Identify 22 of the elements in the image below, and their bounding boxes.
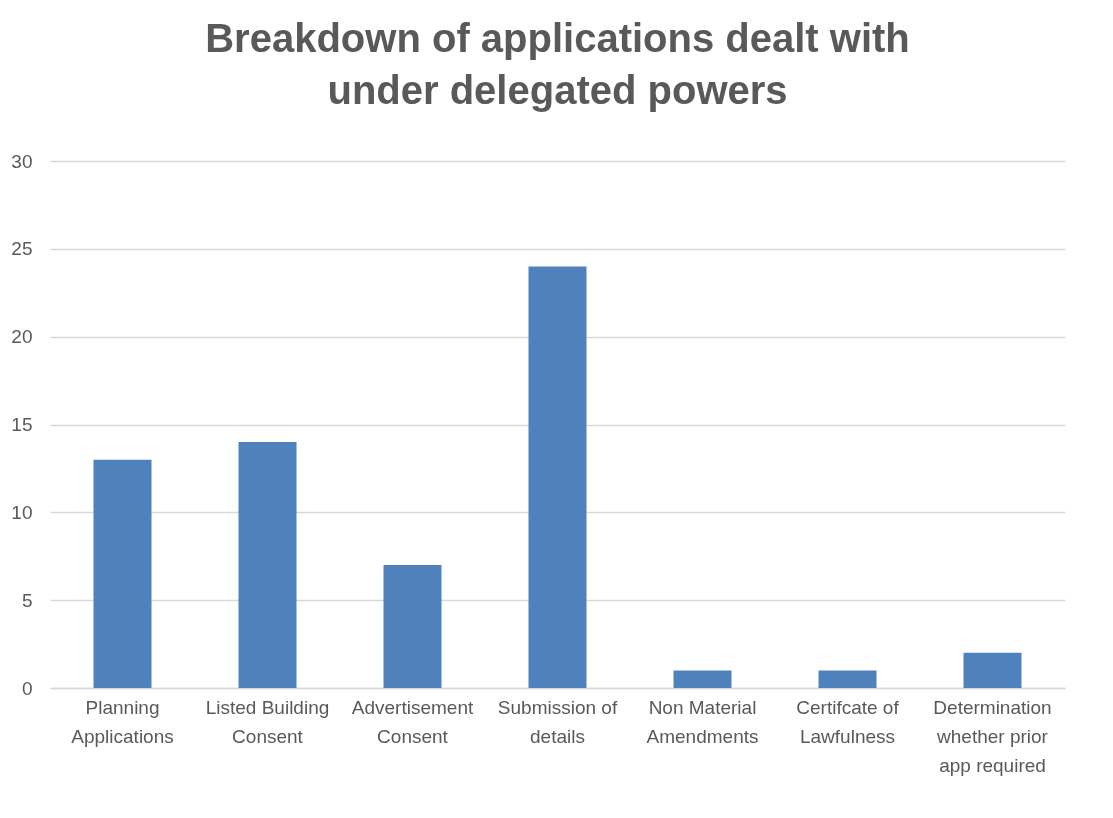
- bar: [963, 652, 1022, 688]
- bar: [818, 670, 877, 688]
- y-tick-label: 25: [11, 238, 33, 260]
- bar: [238, 442, 297, 688]
- y-tick-label: 20: [11, 326, 33, 348]
- y-tick-label: 5: [21, 589, 33, 611]
- x-tick-label: Advertisement Consent: [351, 696, 474, 747]
- bar: [383, 565, 442, 688]
- y-tick-label: 10: [11, 501, 33, 523]
- x-tick-label: Planning Applications: [71, 696, 174, 747]
- chart-title: Breakdown of applications dealt with under delegated powers: [205, 16, 910, 112]
- y-tick-label: 0: [21, 677, 33, 699]
- y-tick-label: 15: [11, 414, 33, 435]
- x-tick-label: Listed Building Consent: [205, 696, 330, 747]
- y-tick-label: 30: [11, 150, 33, 172]
- bar: [673, 670, 732, 688]
- x-tick-label: Certifcate of Lawfulness: [796, 696, 900, 747]
- x-tick-label: Determination whether prior app required: [933, 696, 1052, 776]
- bar: [528, 266, 587, 688]
- x-tick-label: Non Material Amendments: [646, 696, 759, 747]
- x-tick-label: Submission of details: [497, 696, 618, 747]
- bar: [93, 459, 152, 688]
